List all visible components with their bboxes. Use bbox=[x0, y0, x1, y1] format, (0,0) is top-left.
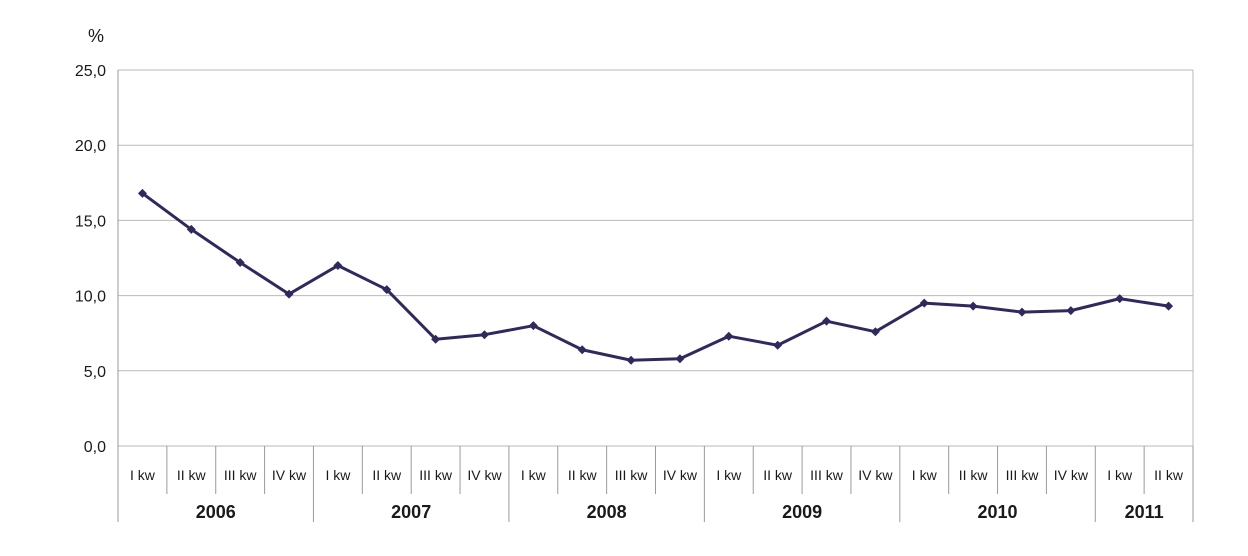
data-point bbox=[919, 298, 929, 308]
x-tick-label: II kw bbox=[568, 467, 598, 483]
x-tick-label: II kw bbox=[372, 467, 402, 483]
x-tick-label: IV kw bbox=[467, 467, 502, 483]
gridlines bbox=[118, 69, 1193, 447]
x-tick-label: III kw bbox=[810, 467, 844, 483]
x-tick-label: II kw bbox=[1154, 467, 1184, 483]
x-tick-label: I kw bbox=[521, 467, 547, 483]
y-tick-label: 15,0 bbox=[75, 213, 106, 230]
y-tick-label: 10,0 bbox=[75, 289, 106, 306]
x-tick-label: IV kw bbox=[1054, 467, 1089, 483]
series-path bbox=[141, 192, 1169, 362]
data-point bbox=[333, 261, 343, 271]
data-point bbox=[1115, 294, 1125, 304]
data-point bbox=[186, 224, 196, 234]
data-point bbox=[968, 301, 978, 311]
data-point bbox=[773, 340, 783, 350]
y-tick-label: 25,0 bbox=[75, 63, 106, 80]
x-tick-label: II kw bbox=[177, 467, 207, 483]
data-point bbox=[1017, 307, 1027, 317]
y-tick-label: 20,0 bbox=[75, 138, 106, 155]
data-point bbox=[382, 285, 392, 295]
data-point bbox=[284, 289, 294, 299]
data-point bbox=[577, 345, 587, 355]
data-point bbox=[870, 327, 880, 337]
x-tick-label: III kw bbox=[615, 467, 649, 483]
y-axis-label: % bbox=[88, 26, 104, 46]
data-point bbox=[724, 331, 734, 341]
year-label: 2011 bbox=[1125, 502, 1164, 522]
data-point bbox=[479, 330, 489, 340]
year-label: 2010 bbox=[978, 502, 1018, 522]
x-tick-label: IV kw bbox=[858, 467, 893, 483]
year-label: 2007 bbox=[391, 502, 431, 522]
data-point bbox=[675, 354, 685, 364]
x-tick-label: I kw bbox=[912, 467, 938, 483]
year-label: 2006 bbox=[196, 502, 236, 522]
data-point bbox=[235, 258, 245, 268]
x-tick-label: III kw bbox=[419, 467, 453, 483]
series-line bbox=[137, 188, 1174, 365]
x-tick-label: I kw bbox=[325, 467, 351, 483]
x-tick-label: III kw bbox=[224, 467, 258, 483]
year-label: 2008 bbox=[587, 502, 627, 522]
x-tick-label: I kw bbox=[130, 467, 156, 483]
data-point bbox=[528, 321, 538, 331]
data-point bbox=[626, 355, 636, 365]
data-point bbox=[137, 188, 147, 198]
year-label: 2009 bbox=[782, 502, 822, 522]
data-point bbox=[1164, 301, 1174, 311]
y-tick-label: 0,0 bbox=[84, 439, 106, 456]
x-tick-label: II kw bbox=[763, 467, 793, 483]
x-tick-label: II kw bbox=[959, 467, 989, 483]
axes bbox=[117, 70, 1194, 494]
data-point bbox=[431, 334, 441, 344]
x-category-axis: I kw II kw III kw IV kw I kw II kw III kw IV kw… bbox=[117, 446, 1194, 522]
x-tick-label: IV kw bbox=[272, 467, 307, 483]
x-tick-label: I kw bbox=[1107, 467, 1133, 483]
y-tick-labels: 0,0 5,0 10,0 15,0 20,0 25,0 bbox=[75, 63, 106, 456]
x-tick-label: IV kw bbox=[663, 467, 698, 483]
x-tick-label: I kw bbox=[716, 467, 742, 483]
y-tick-label: 5,0 bbox=[84, 364, 106, 381]
data-point bbox=[822, 316, 832, 326]
x-tick-label: III kw bbox=[1006, 467, 1040, 483]
data-point bbox=[1066, 306, 1076, 316]
